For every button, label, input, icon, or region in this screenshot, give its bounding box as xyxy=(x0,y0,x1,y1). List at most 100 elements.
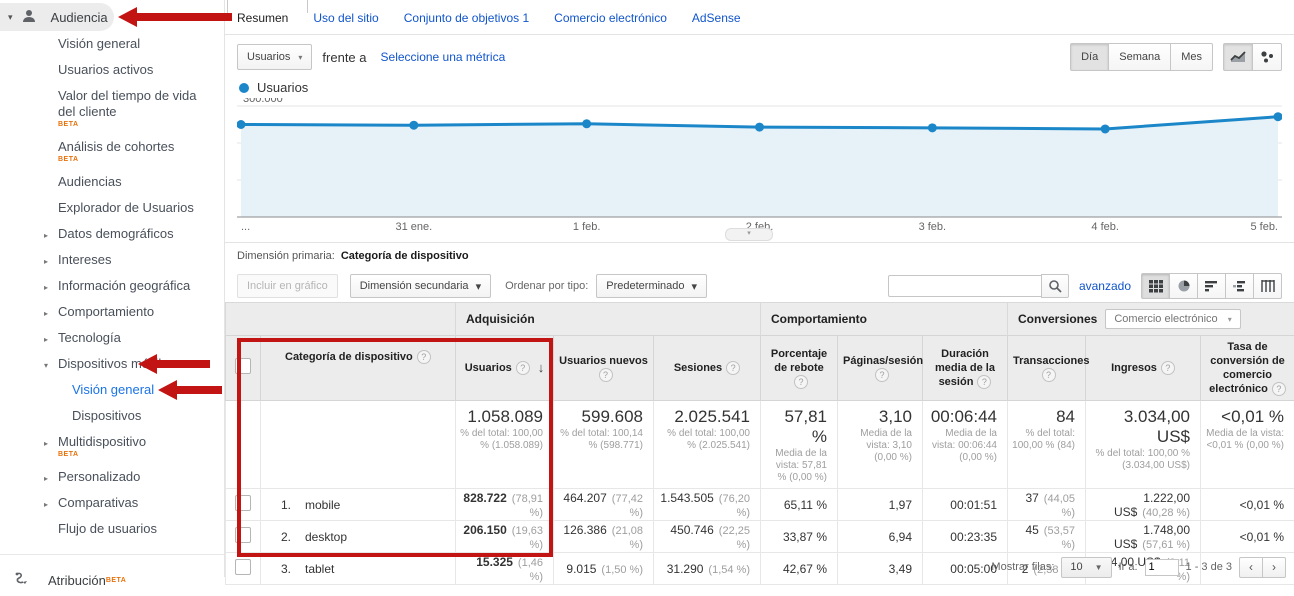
sort-desc-icon: ↓ xyxy=(538,360,545,375)
metric-cell: 00:23:35 xyxy=(923,521,1008,553)
column-header-usuarios-nuevos[interactable]: Usuarios nuevos? xyxy=(554,336,654,401)
sidebar-item-intereses[interactable]: ▸Intereses xyxy=(0,247,224,273)
next-page-button[interactable]: › xyxy=(1263,557,1286,578)
tab-conjunto-de-objetivos-1[interactable]: Conjunto de objetivos 1 xyxy=(404,11,529,25)
column-header-tasa-de-conversion-de-comercio-electronico[interactable]: Tasa de conversión de comercio electróni… xyxy=(1201,336,1294,401)
metric-cell: 450.746(22,25 %) xyxy=(654,521,761,553)
help-icon[interactable]: ? xyxy=(977,375,991,389)
help-icon[interactable]: ? xyxy=(1042,368,1056,382)
sidebar-item-flujo-de-usuarios[interactable]: Flujo de usuarios xyxy=(0,516,224,542)
sidebar-item-audiencia[interactable]: ▾ Audiencia xyxy=(0,3,224,31)
sidebar-item-audiencias[interactable]: Audiencias xyxy=(0,169,224,195)
tab-resumen[interactable]: Resumen xyxy=(237,11,288,25)
row-checkbox[interactable] xyxy=(235,559,251,575)
prev-page-button[interactable]: ‹ xyxy=(1239,557,1263,578)
conversions-type-dropdown[interactable]: Comercio electrónico▾ xyxy=(1105,309,1240,329)
sidebar-item-datos-demograficos[interactable]: ▸Datos demográficos xyxy=(0,221,224,247)
help-icon[interactable]: ? xyxy=(417,350,431,364)
sort-label: Ordenar por tipo: xyxy=(505,280,588,292)
sidebar-item-vision-general[interactable]: Visión general xyxy=(0,31,224,57)
metric-percent: (40,28 %) xyxy=(1142,507,1190,519)
sidebar-item-dispositivos-moviles[interactable]: ▾Dispositivos móviles xyxy=(0,351,224,377)
column-header-duracion-media-de-la-sesion[interactable]: Duración media de la sesión? xyxy=(923,336,1008,401)
metric-dropdown[interactable]: Usuarios▾ xyxy=(237,44,312,70)
search-icon[interactable] xyxy=(1041,274,1069,298)
vs-label: frente a xyxy=(322,50,366,65)
secondary-dimension-dropdown[interactable]: Dimensión secundaria▾ xyxy=(350,274,491,298)
sidebar-item-personalizado[interactable]: ▸Personalizado xyxy=(0,464,224,490)
column-header-categoria-de-dispositivo[interactable]: Categoría de dispositivo? xyxy=(261,336,456,401)
help-icon[interactable]: ? xyxy=(726,361,740,375)
sidebar-item-comportamiento[interactable]: ▸Comportamiento xyxy=(0,299,224,325)
help-icon[interactable]: ? xyxy=(875,368,889,382)
column-header-ingresos[interactable]: Ingresos? xyxy=(1086,336,1201,401)
sidebar-item-vision-general[interactable]: Visión general xyxy=(0,377,224,403)
sidebar-item-label: Dispositivos móviles xyxy=(58,356,175,371)
select-all-checkbox[interactable] xyxy=(235,358,251,374)
percentage-view-icon[interactable] xyxy=(1170,273,1198,299)
metric-cell: 37(44,05 %) xyxy=(1008,489,1086,521)
granularity-semana[interactable]: Semana xyxy=(1109,43,1171,71)
performance-view-icon[interactable] xyxy=(1198,273,1226,299)
report-tabs: Resumen Uso del sitio Conjunto de objetivo… xyxy=(225,0,1294,35)
legend-dot-icon xyxy=(239,83,249,93)
help-icon[interactable]: ? xyxy=(1161,361,1175,375)
row-rank: 2. xyxy=(261,530,291,544)
comparison-view-icon[interactable] xyxy=(1226,273,1254,299)
sidebar-item-explorador-de-usuarios[interactable]: Explorador de Usuarios xyxy=(0,195,224,221)
group-header-label: Conversiones xyxy=(1018,312,1097,326)
help-icon[interactable]: ? xyxy=(599,368,613,382)
help-icon[interactable]: ? xyxy=(1272,382,1286,396)
data-point xyxy=(1101,124,1110,133)
sidebar-item-dispositivos[interactable]: Dispositivos xyxy=(0,403,224,429)
tab-comercio-electronico[interactable]: Comercio electrónico xyxy=(554,11,667,25)
column-header-sesiones[interactable]: Sesiones? xyxy=(654,336,761,401)
attribution-icon xyxy=(14,571,32,590)
device-name: desktop xyxy=(305,530,347,544)
metric-cell: 1.543.505(76,20 %) xyxy=(654,489,761,521)
row-range-label: 1 - 3 de 3 xyxy=(1186,561,1232,573)
header-checkbox-cell xyxy=(226,336,261,401)
goto-page-input[interactable] xyxy=(1145,559,1179,576)
totals-subtext: Media de la vista: <0,01 % (0,00 %) xyxy=(1205,428,1284,452)
sidebar-item-informacion-geografica[interactable]: ▸Información geográfica xyxy=(0,273,224,299)
column-header-porcentaje-de-rebote[interactable]: Porcentaje de rebote? xyxy=(761,336,838,401)
help-icon[interactable]: ? xyxy=(516,361,530,375)
help-icon[interactable]: ? xyxy=(794,375,808,389)
totals-subtext: % del total: 100,00 % (2.025.541) xyxy=(658,428,750,452)
row-checkbox[interactable] xyxy=(235,527,251,543)
chart-collapse-handle[interactable]: ▾ xyxy=(725,228,773,241)
sidebar-item-label: Audiencias xyxy=(58,174,122,189)
metric-percent: (21,08 %) xyxy=(612,525,643,551)
pivot-view-icon[interactable] xyxy=(1254,273,1282,299)
tab-adsense[interactable]: AdSense xyxy=(692,11,741,25)
chevron-down-icon: ▾ xyxy=(476,280,482,293)
column-header-transacciones[interactable]: Transacciones? xyxy=(1008,336,1086,401)
column-header-paginas-sesion[interactable]: Páginas/sesión? xyxy=(838,336,923,401)
rows-per-page-dropdown[interactable]: 10▼ xyxy=(1061,557,1111,578)
column-header-usuarios[interactable]: Usuarios?↓ xyxy=(456,336,554,401)
granularity-dia[interactable]: Día xyxy=(1070,43,1109,71)
granularity-mes[interactable]: Mes xyxy=(1171,43,1213,71)
primary-dimension-label: Dimensión primaria: xyxy=(237,250,335,262)
svg-text:300.000: 300.000 xyxy=(243,98,283,105)
line-chart-view-button[interactable] xyxy=(1223,43,1253,71)
row-checkbox[interactable] xyxy=(235,495,251,511)
tab-uso-del-sitio[interactable]: Uso del sitio xyxy=(313,11,378,25)
sidebar-item-usuarios-activos[interactable]: Usuarios activos xyxy=(0,57,224,83)
sidebar-item-comparativas[interactable]: ▸Comparativas xyxy=(0,490,224,516)
sidebar-item-tecnologia[interactable]: ▸Tecnología xyxy=(0,325,224,351)
motion-chart-view-button[interactable] xyxy=(1253,43,1282,71)
plot-rows-button[interactable]: Incluir en gráfico xyxy=(237,274,338,298)
select-metric-link[interactable]: Seleccione una métrica xyxy=(381,50,506,64)
sort-dropdown[interactable]: Predeterminado▾ xyxy=(596,274,707,298)
table-view-icon[interactable] xyxy=(1141,273,1170,299)
primary-dimension-tab[interactable]: Categoría de dispositivo xyxy=(341,250,469,262)
advanced-search-link[interactable]: avanzado xyxy=(1079,279,1131,293)
table-search-input[interactable] xyxy=(888,275,1041,297)
data-point xyxy=(928,123,937,132)
